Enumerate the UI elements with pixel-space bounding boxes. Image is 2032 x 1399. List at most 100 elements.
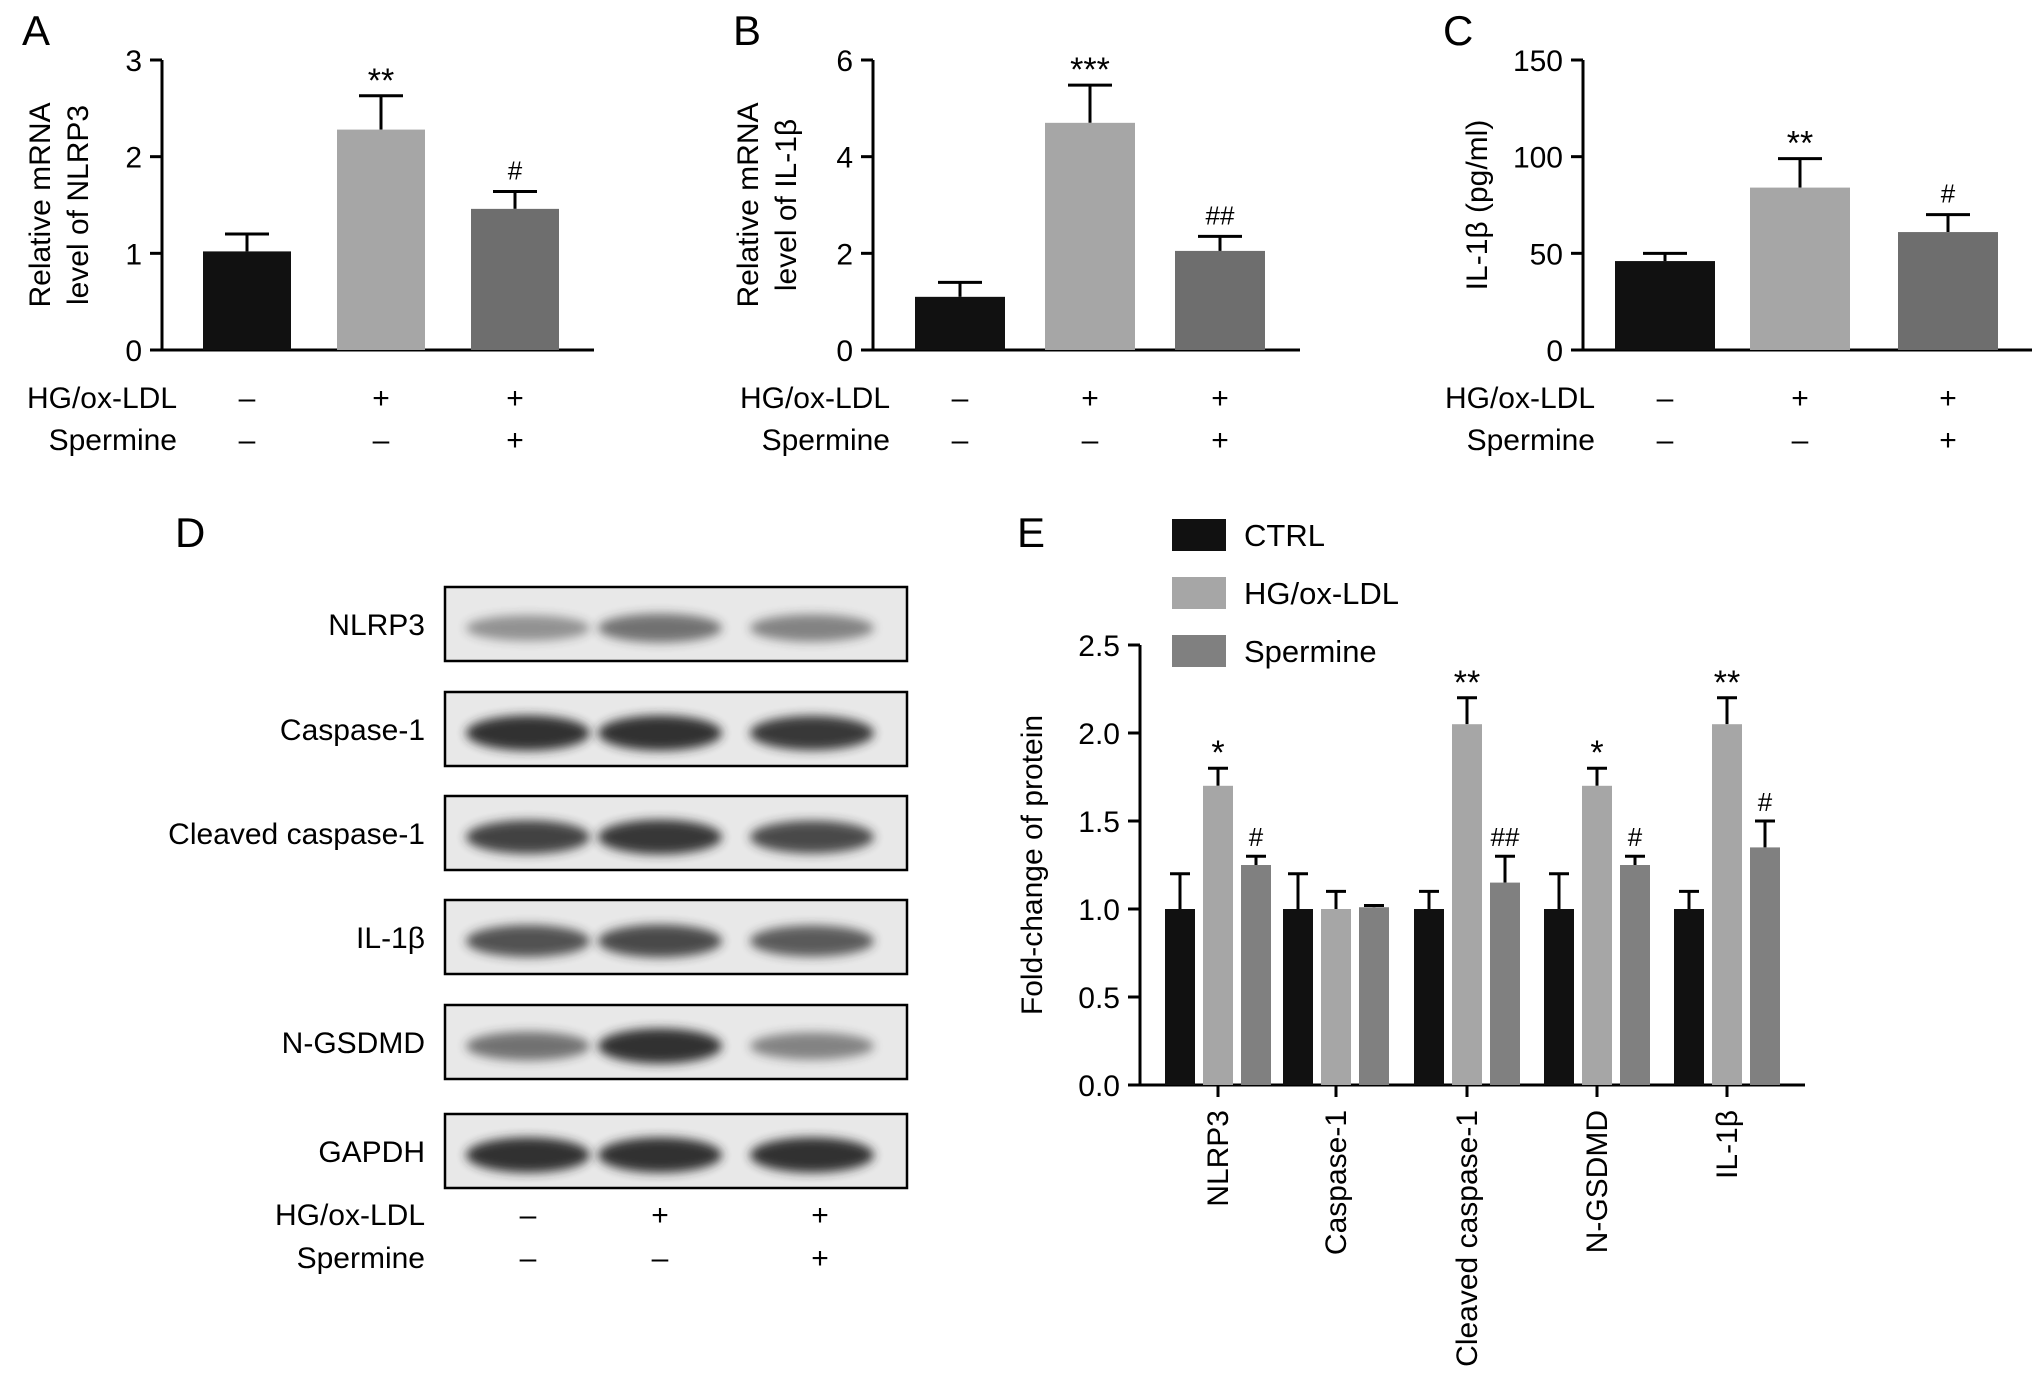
panel-c-bar-ctrl <box>1615 261 1715 350</box>
panel-b-y-tick-label: 4 <box>836 142 853 175</box>
panel-e-bar-spermine_e <box>1359 907 1389 1085</box>
blot-row-2: Cleaved caspase-1 <box>168 794 909 872</box>
panel-a-y-tick-label: 1 <box>125 238 142 271</box>
panel-a-y-label: Relative mRNA <box>24 102 57 307</box>
panel-c-bar-spermine <box>1898 232 1998 350</box>
panel-c-y-tick-label: 50 <box>1530 238 1563 271</box>
panel-e-bar-hg <box>1203 785 1233 1085</box>
panel-e-significance-mark: ** <box>1454 664 1480 702</box>
panel-c-treatment-sign: + <box>1791 382 1809 415</box>
panel-e-y-tick-label: 2.0 <box>1078 718 1120 751</box>
panel-b-significance-mark: ## <box>1206 200 1235 230</box>
panel-d-treatment-label: Spermine <box>297 1242 425 1275</box>
panel-letter-a: A <box>22 7 50 54</box>
panel-letter-d: D <box>175 509 205 556</box>
panel-a-treatment-sign: – <box>373 424 390 457</box>
panel-e-bar-spermine_e <box>1241 865 1271 1085</box>
panel-e-bar-ctrl <box>1544 909 1574 1085</box>
panel-e-significance-mark: * <box>1590 734 1603 772</box>
panel-d-treatment-sign: – <box>520 1242 537 1275</box>
legend-swatch-hg <box>1172 577 1226 609</box>
panel-e-x-tick-label: N-GSDMD <box>1581 1110 1614 1253</box>
panel-c-bar-hg <box>1750 187 1850 350</box>
panel-letter-e: E <box>1017 509 1045 556</box>
panel-b-treatment-sign: – <box>952 382 969 415</box>
blot-band <box>598 924 722 958</box>
blot-row-label: IL-1β <box>356 922 425 955</box>
blot-row-3: IL-1β <box>356 898 909 976</box>
panel-a-treatment-sign: + <box>506 382 524 415</box>
panel-e-y-tick-label: 0.5 <box>1078 982 1120 1015</box>
panel-c-y-tick-label: 100 <box>1513 142 1563 175</box>
panel-c-significance-mark: # <box>1941 179 1956 209</box>
panel-b-treatment-sign: + <box>1211 424 1229 457</box>
blot-row-label: N-GSDMD <box>282 1027 425 1060</box>
panel-b-bar-spermine <box>1175 250 1265 350</box>
legend-label: CTRL <box>1244 518 1325 553</box>
panel-b-bar-ctrl <box>915 296 1005 350</box>
panel-c-treatment-sign: + <box>1939 382 1957 415</box>
blot-band <box>598 1137 722 1173</box>
blot-band <box>598 819 722 855</box>
panel-b-significance-mark: *** <box>1070 51 1110 89</box>
panel-a-treatment-label: Spermine <box>49 424 177 457</box>
panel-c-y-label: IL-1β (pg/ml) <box>1461 120 1494 291</box>
blot-row-label: GAPDH <box>318 1136 425 1169</box>
panel-a-treatment-sign: – <box>239 382 256 415</box>
panel-e-significance-mark: * <box>1211 734 1224 772</box>
panel-b-treatment-label: HG/ox-LDL <box>740 382 890 415</box>
panel-e-y-label: Fold-change of protein <box>1016 715 1049 1015</box>
panel-b-treatment-sign: + <box>1081 382 1099 415</box>
panel-b-bar-hg <box>1045 122 1135 350</box>
blot-band <box>750 1137 874 1173</box>
panel-a-treatment-label: HG/ox-LDL <box>27 382 177 415</box>
panel-e-y-tick-label: 1.5 <box>1078 806 1120 839</box>
panel-e-significance-mark: # <box>1758 787 1773 817</box>
panel-c-treatment-label: Spermine <box>1467 424 1595 457</box>
panel-e-x-tick-label: Caspase-1 <box>1320 1110 1353 1255</box>
panel-b-y-label: level of IL-1β <box>770 119 803 291</box>
panel-a-y-tick-label: 3 <box>125 45 142 78</box>
panel-e-y-tick-label: 0.0 <box>1078 1070 1120 1103</box>
panel-e-bar-ctrl <box>1283 909 1313 1085</box>
panel-letter-c: C <box>1443 7 1473 54</box>
panel-c-y-tick-label: 0 <box>1546 335 1563 368</box>
blot-band <box>750 820 874 854</box>
panel-a-significance-mark: ** <box>368 62 394 100</box>
panel-e-x-tick-label: NLRP3 <box>1202 1110 1235 1207</box>
panel-e-bar-spermine_e <box>1490 882 1520 1085</box>
panel-b-treatment-label: Spermine <box>762 424 890 457</box>
panel-a-bar-spermine <box>471 208 559 350</box>
panel-b-treatment-sign: + <box>1211 382 1229 415</box>
panel-c-treatment-sign: – <box>1657 382 1674 415</box>
panel-e-bar-hg <box>1321 909 1351 1085</box>
panel-a-significance-mark: # <box>508 155 523 185</box>
panel-e-x-tick-label: IL-1β <box>1711 1110 1744 1179</box>
panel-b-y-tick-label: 0 <box>836 335 853 368</box>
panel-b-y-label: Relative mRNA <box>732 102 765 307</box>
panel-c-treatment-label: HG/ox-LDL <box>1445 382 1595 415</box>
blot-band <box>466 615 590 641</box>
panel-e-significance-mark: # <box>1249 822 1264 852</box>
panel-d-treatment-sign: – <box>652 1242 669 1275</box>
panel-e-bar-hg <box>1712 724 1742 1085</box>
panel-e-bar-ctrl <box>1414 909 1444 1085</box>
panel-e-bar-spermine_e <box>1750 847 1780 1085</box>
blot-band <box>750 1032 874 1060</box>
panel-a-y-tick-label: 0 <box>125 335 142 368</box>
legend-label: Spermine <box>1244 634 1377 669</box>
blot-band <box>466 1137 590 1173</box>
legend-swatch-spermine_e <box>1172 635 1226 667</box>
blot-row-4: N-GSDMD <box>282 1003 909 1081</box>
blot-band <box>466 925 590 957</box>
panel-e-y-tick-label: 1.0 <box>1078 894 1120 927</box>
panel-c-treatment-sign: – <box>1657 424 1674 457</box>
panel-d-treatment-sign: – <box>520 1199 537 1232</box>
blot-band <box>750 925 874 957</box>
panel-b-treatment-sign: – <box>1082 424 1099 457</box>
panel-c-chart: 0 50 100 150 IL-1β (pg/ml) ** # HG/ox-LDL – + + Spe… <box>1445 45 2032 457</box>
panel-e-significance-mark: ** <box>1714 664 1740 702</box>
panel-e-bar-ctrl <box>1674 909 1704 1085</box>
panel-d-western-blot: NLRP3 Caspase-1 Cleaved caspase-1 IL-1β N-GS… <box>168 585 909 1275</box>
blot-row-0: NLRP3 <box>328 585 909 663</box>
